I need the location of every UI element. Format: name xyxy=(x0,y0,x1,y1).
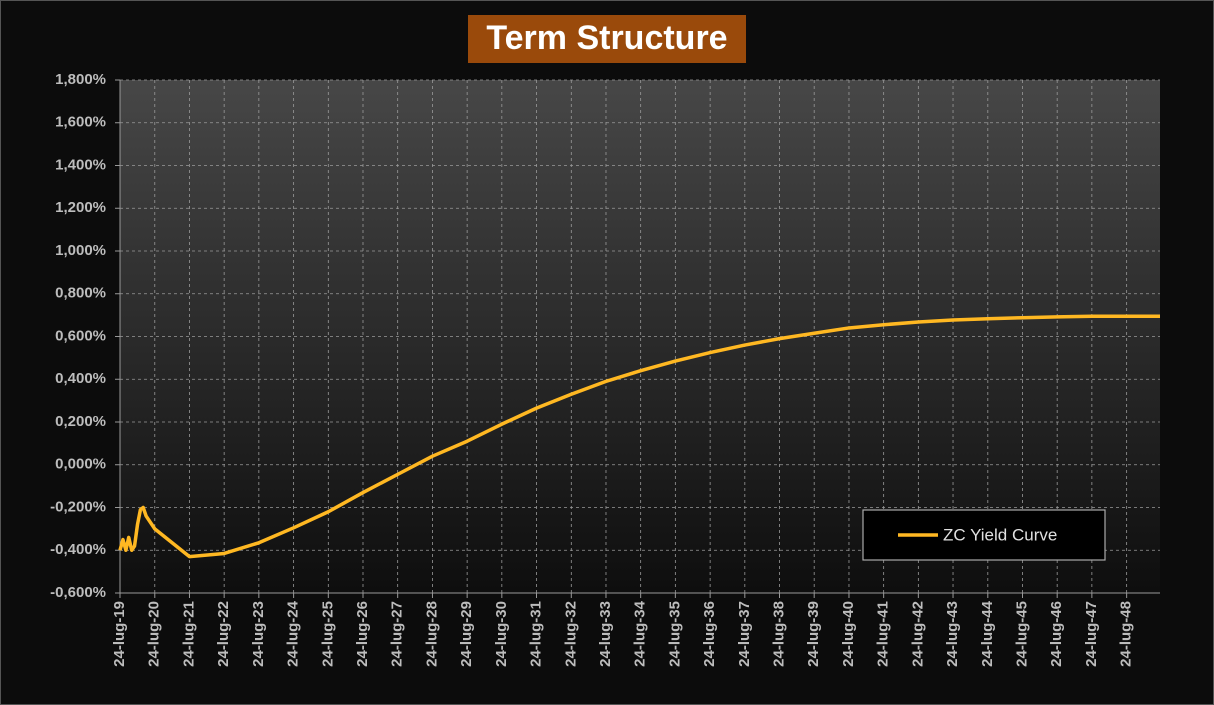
x-tick-label: 24-lug-26 xyxy=(354,601,371,667)
x-tick-label: 24-lug-36 xyxy=(701,601,718,667)
y-tick-label: 1,000% xyxy=(55,242,106,259)
x-tick-label: 24-lug-45 xyxy=(1013,601,1030,667)
x-tick-label: 24-lug-37 xyxy=(736,601,753,667)
x-tick-label: 24-lug-19 xyxy=(111,601,128,667)
y-tick-label: 1,400% xyxy=(55,156,106,173)
x-tick-label: 24-lug-44 xyxy=(979,600,996,667)
x-tick-label: 24-lug-24 xyxy=(285,600,302,667)
x-tick-label: 24-lug-29 xyxy=(458,601,475,667)
x-tick-label: 24-lug-33 xyxy=(597,601,614,667)
x-tick-label: 24-lug-41 xyxy=(875,601,892,667)
y-tick-label: 0,000% xyxy=(55,456,106,473)
x-tick-label: 24-lug-23 xyxy=(250,601,267,667)
y-tick-label: 0,400% xyxy=(55,370,106,387)
x-tick-label: 24-lug-20 xyxy=(146,601,163,667)
y-tick-label: 0,600% xyxy=(55,327,106,344)
x-tick-label: 24-lug-42 xyxy=(909,601,926,667)
x-tick-label: 24-lug-34 xyxy=(632,600,649,667)
y-tick-label: -0,400% xyxy=(50,541,106,558)
line-series xyxy=(118,314,1160,559)
y-tick-label: 1,600% xyxy=(55,114,106,131)
y-tick-label: -0,200% xyxy=(50,498,106,515)
legend-label: ZC Yield Curve xyxy=(943,525,1057,544)
y-tick-label: 1,800% xyxy=(55,71,106,88)
x-tick-label: 24-lug-21 xyxy=(180,601,197,667)
x-tick-label: 24-lug-28 xyxy=(423,601,440,667)
chart-title: Term Structure xyxy=(486,19,727,57)
x-tick-label: 24-lug-30 xyxy=(493,601,510,667)
x-tick-label: 24-lug-27 xyxy=(389,601,406,667)
x-tick-label: 24-lug-43 xyxy=(944,601,961,667)
x-tick-label: 24-lug-40 xyxy=(840,601,857,667)
x-tick-label: 24-lug-31 xyxy=(527,601,544,667)
title-box xyxy=(468,15,746,63)
x-tick-label: 24-lug-47 xyxy=(1083,601,1100,667)
x-tick-label: 24-lug-22 xyxy=(215,601,232,667)
y-tick-label: -0,600% xyxy=(50,584,106,601)
x-tick-label: 24-lug-38 xyxy=(770,601,787,667)
y-tick-label: 1,200% xyxy=(55,199,106,216)
x-tick-label: 24-lug-32 xyxy=(562,601,579,667)
x-tick-label: 24-lug-35 xyxy=(666,601,683,667)
y-tick-label: 0,800% xyxy=(55,285,106,302)
y-tick-label: 0,200% xyxy=(55,413,106,430)
x-tick-label: 24-lug-46 xyxy=(1048,601,1065,667)
x-tick-label: 24-lug-25 xyxy=(319,601,336,667)
x-tick-label: 24-lug-48 xyxy=(1118,601,1135,667)
x-tick-label: 24-lug-39 xyxy=(805,601,822,667)
